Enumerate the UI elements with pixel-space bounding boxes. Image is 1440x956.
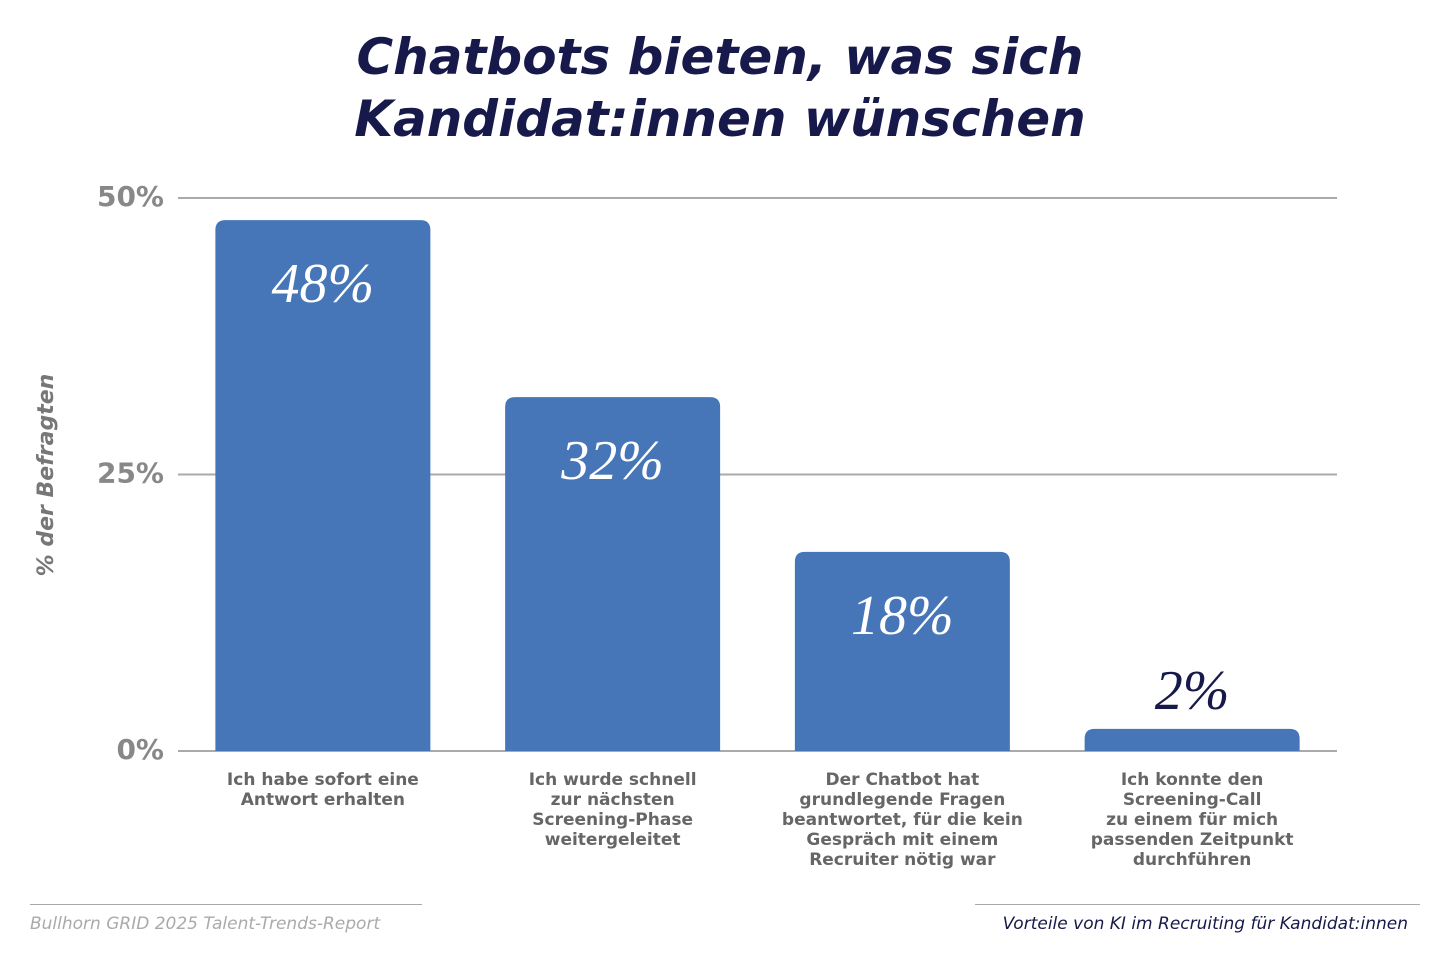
bar: [1084, 728, 1300, 751]
value-label: 32%: [560, 430, 664, 492]
value-label: 48%: [272, 253, 375, 315]
x-tick-label: Ich wurde schnell zur nächsten Screening…: [528, 770, 697, 850]
footer-rule: [30, 904, 422, 905]
source: Bullhorn GRID 2025 Talent-Trends-Report: [30, 914, 381, 934]
y-tick-label: 25%: [97, 457, 164, 490]
x-tick-label: Der Chatbot hat grundlegende Fragen bean…: [781, 770, 1023, 870]
chart-title: Chatbots bieten, was sich Kandidat:innen…: [354, 28, 1086, 148]
caption: Vorteile von KI im Recruiting für Kandid…: [1002, 914, 1408, 934]
y-axis-label: % der Befragten: [34, 374, 59, 577]
bar: [505, 397, 721, 751]
x-tick-label: Ich konnte den Screening-Call zu einem f…: [1090, 770, 1294, 870]
bar: [215, 220, 431, 751]
value-label: 2%: [1155, 660, 1230, 722]
footer-rule: [975, 904, 1420, 905]
y-tick-label: 0%: [116, 733, 164, 766]
bar: [794, 551, 1010, 751]
value-label: 18%: [851, 585, 954, 647]
x-tick-label: Ich habe sofort eine Antwort erhalten: [226, 770, 419, 810]
y-tick-label: 50%: [97, 180, 164, 213]
